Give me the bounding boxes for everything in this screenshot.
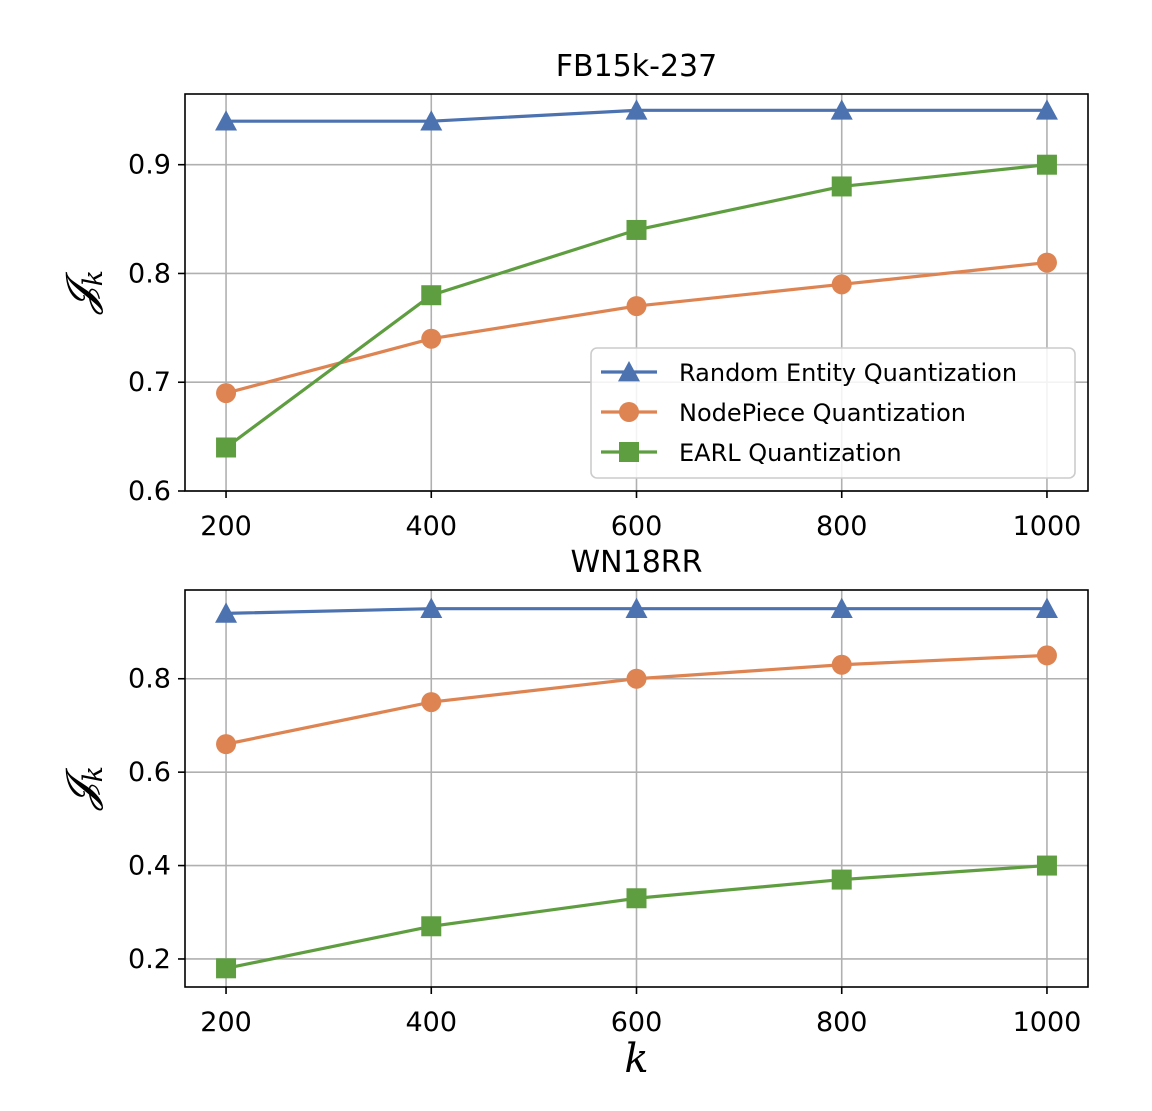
data-point bbox=[626, 888, 647, 909]
series-0 bbox=[215, 99, 1058, 131]
panel-0: 200 400 600 800 1000 0.6 0.7 0.8 0.9 FB15k-237 𝓙k R… bbox=[58, 49, 1089, 542]
chart-title: FB15k-237 bbox=[556, 49, 717, 84]
data-point bbox=[421, 328, 442, 349]
data-point bbox=[421, 692, 442, 713]
legend-swatch-marker bbox=[619, 402, 639, 422]
y-axis-label: 𝓙k bbox=[58, 270, 109, 315]
data-point bbox=[215, 602, 238, 623]
data-point bbox=[831, 869, 852, 890]
x-tick-label: 200 bbox=[200, 511, 252, 542]
legend-label: NodePiece Quantization bbox=[679, 399, 966, 427]
series-1 bbox=[216, 645, 1057, 755]
data-point bbox=[625, 597, 648, 619]
data-point bbox=[216, 437, 237, 458]
y-tick-label: 0.7 bbox=[128, 367, 171, 398]
legend-label: EARL Quantization bbox=[679, 439, 902, 467]
plot-frame bbox=[184, 589, 1089, 988]
legend-entry: EARL Quantization bbox=[601, 439, 902, 467]
y-tick-label: 0.8 bbox=[128, 664, 171, 695]
y-tick-label: 0.4 bbox=[128, 851, 171, 882]
y-tick-label: 0.6 bbox=[128, 476, 171, 507]
plot-frame bbox=[184, 93, 1089, 492]
x-tick-label: 800 bbox=[816, 511, 868, 542]
x-tick-label: 400 bbox=[405, 1007, 457, 1038]
legend-box bbox=[590, 347, 1076, 479]
series-1 bbox=[216, 252, 1057, 404]
data-point bbox=[831, 654, 852, 675]
x-tick-label: 400 bbox=[405, 511, 457, 542]
x-tick-label: 1000 bbox=[1013, 1007, 1082, 1038]
series-2 bbox=[216, 154, 1057, 458]
data-point bbox=[1035, 99, 1058, 120]
data-point bbox=[831, 176, 852, 197]
data-point bbox=[216, 383, 237, 404]
chart-title: WN18RR bbox=[571, 545, 703, 580]
data-point bbox=[625, 99, 648, 120]
data-point bbox=[421, 916, 442, 937]
legend-entry: NodePiece Quantization bbox=[601, 399, 966, 427]
x-tick-label: 1000 bbox=[1013, 511, 1082, 542]
y-tick-label: 0.6 bbox=[128, 757, 171, 788]
data-point bbox=[626, 668, 647, 689]
y-axis-label: 𝓙k bbox=[58, 766, 109, 811]
data-point bbox=[626, 219, 647, 240]
data-point bbox=[420, 597, 443, 619]
data-point bbox=[830, 99, 853, 120]
y-tick-label: 0.2 bbox=[128, 944, 171, 975]
legend-swatch-marker bbox=[618, 361, 640, 382]
data-point bbox=[1036, 645, 1057, 666]
data-point bbox=[420, 110, 443, 131]
series-2 bbox=[216, 855, 1057, 979]
series-0 bbox=[215, 597, 1058, 623]
data-point bbox=[831, 274, 852, 295]
legend-label: Random Entity Quantization bbox=[679, 359, 1017, 387]
legend: Random Entity Quantization NodePiece Quan… bbox=[590, 347, 1076, 479]
x-tick-label: 800 bbox=[816, 1007, 868, 1038]
data-point bbox=[1036, 252, 1057, 273]
data-point bbox=[626, 296, 647, 317]
data-point bbox=[830, 597, 853, 619]
legend-swatch-marker bbox=[619, 442, 639, 462]
y-tick-label: 0.8 bbox=[128, 258, 171, 289]
x-tick-label: 600 bbox=[611, 1007, 663, 1038]
data-point bbox=[215, 110, 238, 131]
data-point bbox=[1035, 597, 1058, 619]
y-tick-label: 0.9 bbox=[128, 150, 171, 181]
data-point bbox=[1036, 855, 1057, 876]
data-point bbox=[1036, 154, 1057, 175]
x-axis-label: k bbox=[624, 1036, 648, 1082]
y-axis-label-subscript: k bbox=[78, 766, 109, 782]
x-tick-label: 600 bbox=[611, 511, 663, 542]
data-point bbox=[216, 734, 237, 755]
legend-entry: Random Entity Quantization bbox=[601, 359, 1017, 387]
y-axis-label-subscript: k bbox=[78, 270, 109, 286]
data-point bbox=[216, 958, 237, 979]
x-tick-label: 200 bbox=[200, 1007, 252, 1038]
data-point bbox=[421, 285, 442, 306]
